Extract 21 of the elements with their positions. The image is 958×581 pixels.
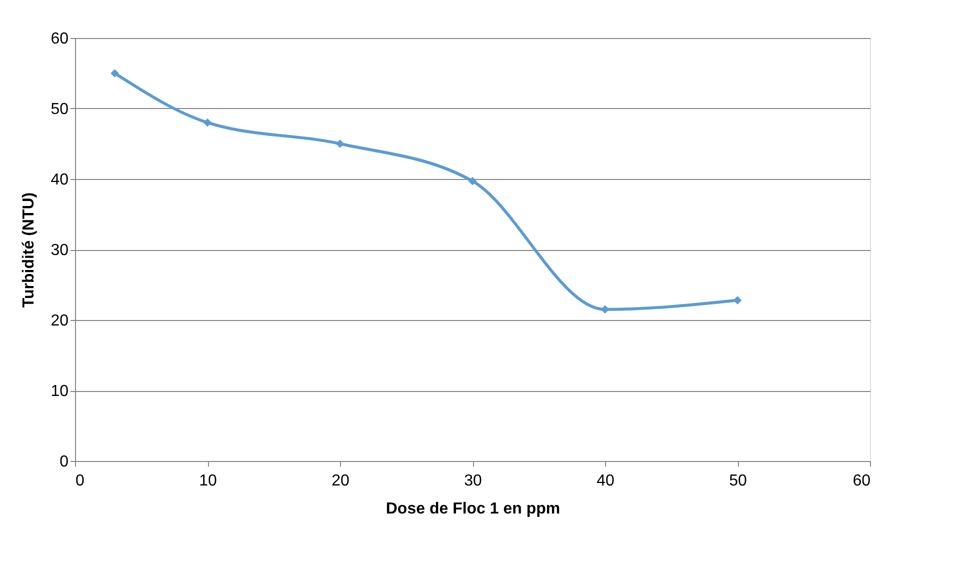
point (733, 296, 742, 304)
y-tick-label: 40 (50, 172, 69, 188)
x-tick-label: 40 (596, 472, 614, 490)
point (468, 176, 477, 186)
x-tick-label: 10 (199, 472, 217, 490)
point (203, 118, 212, 127)
y-tick-label: 50 (50, 101, 69, 118)
y-tick-label: 30 (50, 242, 69, 259)
y-axis-title: Turbidité (NTU) (20, 192, 38, 308)
point (336, 140, 344, 148)
x-tick-label: 0 (76, 472, 84, 490)
x-tick-label: 50 (729, 472, 747, 490)
y-tick-label: 0 (60, 454, 69, 470)
y-tick-label: 60 (50, 30, 69, 48)
x-tick-label: 20 (332, 472, 350, 490)
y-tick-label: 10 (50, 383, 69, 400)
x-axis-title: Dose de Floc 1 en ppm (386, 500, 560, 518)
x-tick-label: 30 (464, 472, 482, 490)
x-tick-label: 60 (852, 472, 871, 490)
y-tick-label: 20 (50, 312, 69, 330)
point (110, 69, 119, 78)
